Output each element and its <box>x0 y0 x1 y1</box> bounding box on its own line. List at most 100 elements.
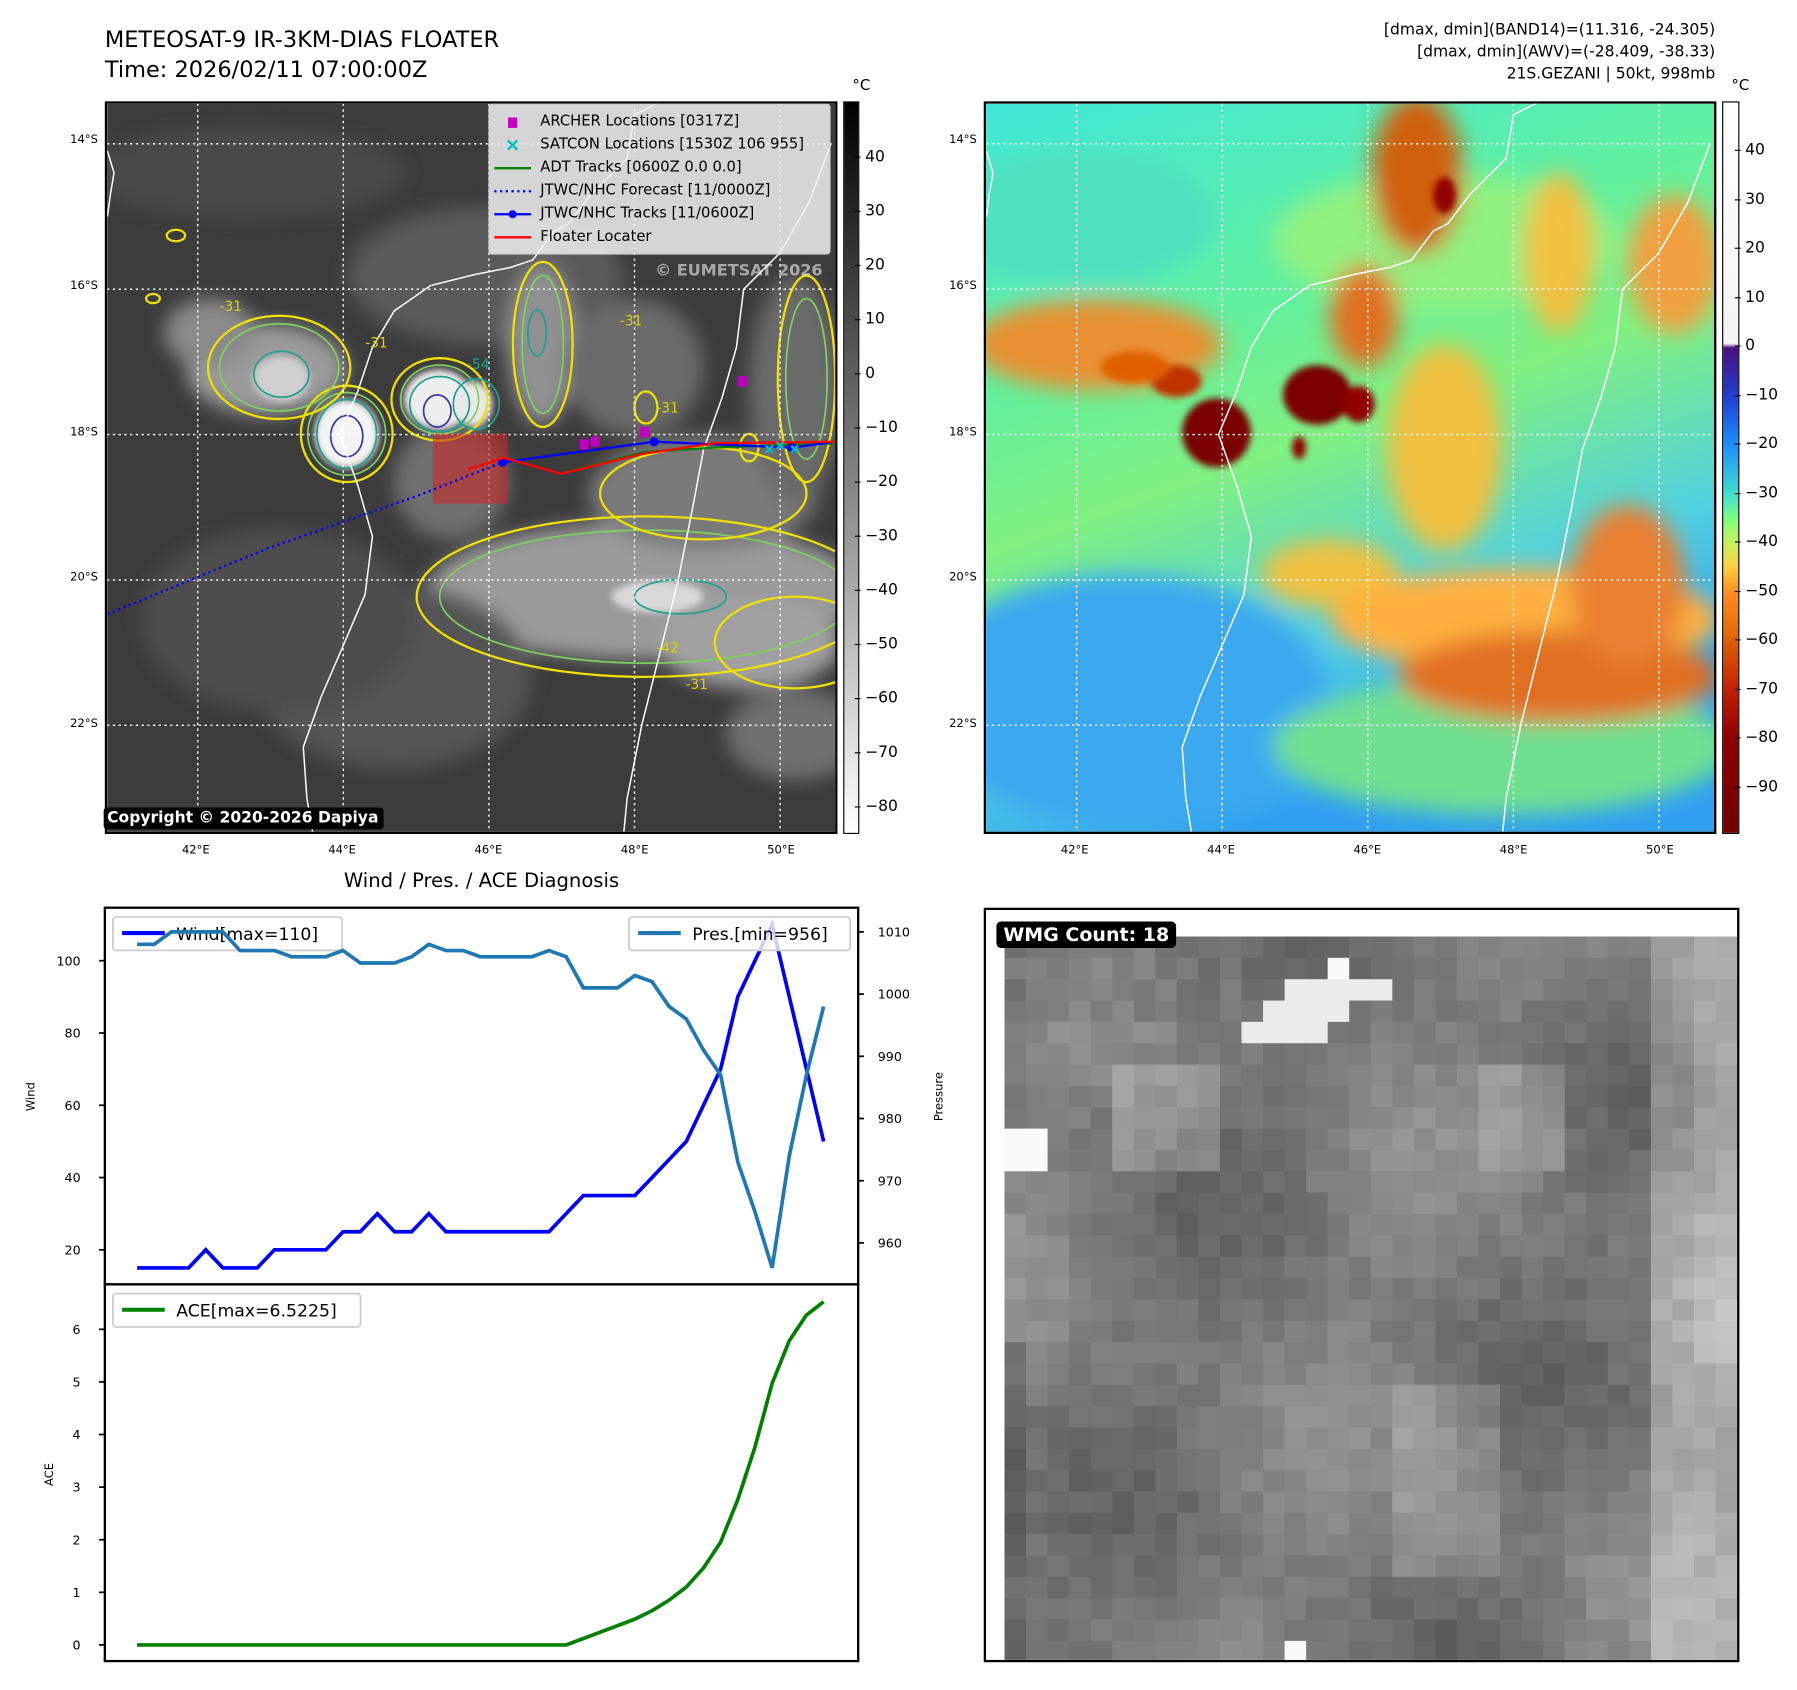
wmg-pixel <box>1370 1448 1394 1471</box>
wmg-pixel <box>1370 979 1394 1002</box>
wmg-pixel <box>1198 1213 1221 1237</box>
wmg-pixel <box>1112 1085 1135 1108</box>
wmg-pixel <box>1219 1363 1243 1386</box>
wmg-pixel <box>1478 1000 1501 1023</box>
wmg-pixel <box>1349 1406 1372 1429</box>
wmg-pixel <box>1327 1064 1350 1087</box>
wmg-pixel <box>1198 1427 1221 1450</box>
wmg-pixel <box>1694 1128 1717 1151</box>
wmg-pixel <box>1198 1491 1221 1514</box>
wmg-pixel <box>1521 1640 1544 1660</box>
wmg-pixel <box>1694 1213 1717 1237</box>
legend-item: JTWC/NHC Forecast [11/0000Z] <box>490 181 830 204</box>
wmg-pixel <box>1026 1021 1049 1044</box>
wmg-pixel <box>1327 1192 1350 1215</box>
wmg-pixel <box>1521 1299 1544 1322</box>
wmg-pixel <box>1263 1512 1286 1535</box>
wmg-pixel <box>1392 1192 1415 1215</box>
wmg-pixel <box>1629 1107 1652 1130</box>
wmg-pixel <box>1456 1043 1480 1066</box>
wmg-pixel <box>1219 1384 1243 1407</box>
wmg-pixel <box>1241 1213 1264 1237</box>
wmg-pixel <box>1069 1107 1092 1130</box>
wmg-pixel <box>1543 1619 1566 1642</box>
eumetsat-watermark: © EUMETSAT 2026 <box>655 261 822 280</box>
wmg-pixel <box>1715 1128 1738 1151</box>
wmg-pixel <box>1370 1043 1394 1066</box>
wmg-pixel <box>1650 1427 1674 1450</box>
wmg-pixel <box>1629 1512 1652 1535</box>
wmg-pixel <box>1370 1235 1394 1258</box>
wmg-pixel <box>1435 1299 1458 1322</box>
wmg-pixel <box>1607 1235 1631 1258</box>
wmg-pixel <box>1176 1448 1200 1471</box>
wmg-pixel <box>1370 1491 1394 1514</box>
wmg-pixel <box>1543 1491 1566 1514</box>
wmg-pixel <box>1112 1470 1135 1493</box>
wmg-pixel <box>1629 936 1652 959</box>
wmg-pixel <box>1629 1256 1652 1279</box>
wmg-pixel <box>1564 1235 1587 1258</box>
axis-tick-label: 60 <box>65 1098 81 1113</box>
wmg-pixel <box>1306 1576 1329 1599</box>
wmg-pixel <box>1112 1384 1135 1407</box>
wmg-pixel <box>1392 1149 1415 1172</box>
wmg-pixel <box>1392 1619 1415 1642</box>
wmg-pixel <box>1478 1299 1501 1322</box>
wmg-pixel <box>1629 1278 1652 1301</box>
wmg-pixel <box>1327 1000 1350 1023</box>
wmg-pixel <box>1069 1235 1092 1258</box>
wmg-pixel <box>1349 957 1372 980</box>
wmg-pixel <box>1715 1235 1738 1258</box>
wmg-pixel <box>1500 1043 1523 1066</box>
wmg-pixel <box>1069 1149 1092 1172</box>
wmg-pixel <box>1413 1213 1437 1237</box>
wmg-pixel <box>1715 936 1738 959</box>
wmg-pixel <box>1650 1149 1674 1172</box>
wmg-pixel <box>1564 1043 1587 1066</box>
wmg-pixel <box>1650 1619 1674 1642</box>
wmg-pixel <box>1133 1384 1157 1407</box>
wmg-pixel <box>1543 1470 1566 1493</box>
wmg-pixel <box>1521 1107 1544 1130</box>
wmg-pixel <box>1306 1213 1329 1237</box>
wmg-pixel <box>1521 1000 1544 1023</box>
wmg-pixel <box>1306 1128 1329 1151</box>
wmg-pixel <box>1521 1278 1544 1301</box>
wmg-pixel <box>1069 1256 1092 1279</box>
wmg-pixel <box>1650 1448 1674 1471</box>
wmg-pixel <box>1112 1534 1135 1557</box>
wmg-pixel <box>1133 1171 1157 1194</box>
wmg-pixel <box>1004 1000 1027 1023</box>
wmg-pixel <box>1090 1299 1113 1322</box>
wmg-pixel <box>1090 1448 1113 1471</box>
wmg-pixel <box>1370 1107 1394 1130</box>
wmg-pixel <box>1004 1192 1027 1215</box>
wmg-pixel <box>1327 1235 1350 1258</box>
wmg-pixel <box>1349 1448 1372 1471</box>
wmg-pixel <box>1392 1171 1415 1194</box>
wmg-pixel <box>1564 1512 1587 1535</box>
wmg-pixel <box>1241 1278 1264 1301</box>
wmg-pixel <box>1069 1598 1092 1621</box>
wmg-pixel <box>1607 1448 1631 1471</box>
wmg-pixel <box>1370 1085 1394 1108</box>
longitude-label: 50°E <box>1646 844 1674 858</box>
wmg-pixel <box>1004 1128 1027 1151</box>
colorbar-tick-label: −80 <box>1734 728 1778 747</box>
wmg-pixel <box>1306 1235 1329 1258</box>
wmg-pixel <box>1478 1256 1501 1279</box>
wmg-pixel <box>1607 1491 1631 1514</box>
satcon-location-x-icon <box>790 444 799 454</box>
wmg-pixel <box>1607 979 1631 1002</box>
wmg-pixel <box>1456 1149 1480 1172</box>
colorbar-tick-label: −10 <box>854 418 898 437</box>
wmg-pixel <box>1543 936 1566 959</box>
wmg-pixel <box>1069 1000 1092 1023</box>
wmg-pixel <box>1306 1342 1329 1365</box>
wmg-pixel <box>1715 1512 1738 1535</box>
wmg-pixel <box>1349 1171 1372 1194</box>
wmg-pixel <box>1047 1107 1070 1130</box>
wmg-pixel <box>1198 1235 1221 1258</box>
